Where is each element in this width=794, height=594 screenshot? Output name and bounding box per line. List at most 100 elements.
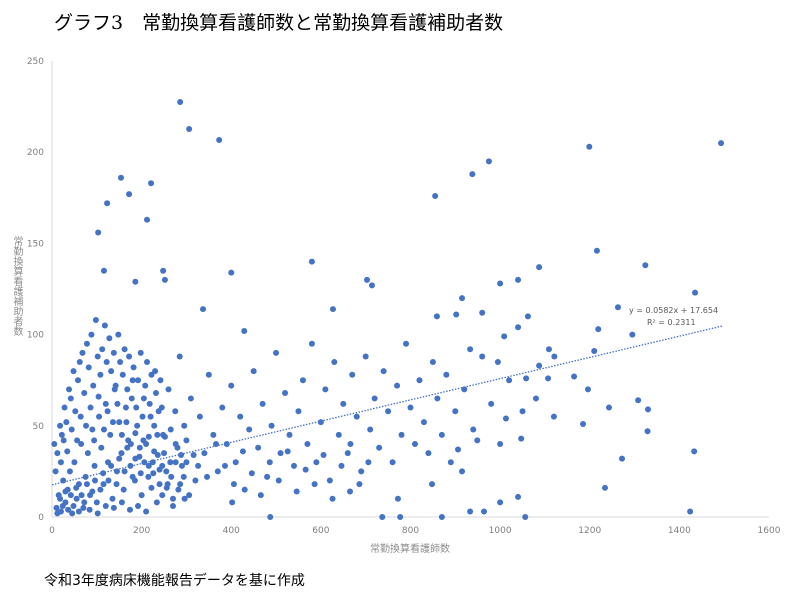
- data-point: [145, 473, 152, 480]
- data-point: [205, 371, 212, 378]
- data-point: [394, 382, 401, 389]
- y-tick-label: 100: [27, 331, 44, 341]
- y-tick-label: 0: [38, 513, 44, 523]
- data-point: [329, 495, 336, 502]
- data-point: [459, 295, 466, 302]
- data-point: [161, 276, 168, 283]
- data-point: [429, 358, 436, 365]
- data-point: [120, 486, 127, 493]
- data-point: [255, 444, 262, 451]
- data-point: [248, 470, 255, 477]
- data-point: [167, 426, 174, 433]
- data-point: [126, 353, 133, 360]
- data-point: [175, 486, 182, 493]
- y-axis-label: 常勤換算看護補助者数: [11, 236, 22, 336]
- data-point: [536, 362, 543, 369]
- data-point: [118, 174, 125, 181]
- data-point: [121, 468, 128, 475]
- data-point: [629, 331, 636, 338]
- data-point: [98, 444, 105, 451]
- data-point: [124, 386, 131, 393]
- data-point: [438, 431, 445, 438]
- data-point: [308, 258, 315, 265]
- data-point: [127, 441, 134, 448]
- data-point: [313, 459, 320, 466]
- data-point: [353, 413, 360, 420]
- data-point: [148, 371, 155, 378]
- data-point: [237, 413, 244, 420]
- data-point: [71, 459, 78, 466]
- data-point: [110, 349, 117, 356]
- data-point: [691, 448, 698, 455]
- data-point: [376, 444, 383, 451]
- data-point: [122, 404, 129, 411]
- data-point: [219, 404, 226, 411]
- data-point: [77, 413, 84, 420]
- data-point: [584, 386, 591, 393]
- data-point: [718, 140, 725, 147]
- data-point: [545, 375, 552, 382]
- data-point: [347, 488, 354, 495]
- data-point: [501, 333, 508, 340]
- data-point: [150, 470, 157, 477]
- data-point: [488, 400, 495, 407]
- data-point: [614, 304, 621, 311]
- data-point: [139, 413, 146, 420]
- data-point: [362, 353, 369, 360]
- data-point: [216, 136, 223, 143]
- y-tick-label: 200: [27, 148, 44, 158]
- data-point: [398, 431, 405, 438]
- data-point: [169, 495, 176, 502]
- data-point: [85, 364, 92, 371]
- data-point: [172, 441, 179, 448]
- data-point: [601, 484, 608, 491]
- x-tick-label: 1000: [489, 526, 512, 536]
- data-point: [183, 459, 190, 466]
- x-tick-label: 1600: [758, 526, 781, 536]
- data-point: [230, 481, 237, 488]
- data-point: [163, 484, 170, 491]
- data-point: [187, 395, 194, 402]
- data-point: [645, 406, 652, 413]
- data-point: [64, 448, 71, 455]
- data-point: [58, 431, 65, 438]
- data-point: [83, 481, 90, 488]
- data-point: [129, 473, 136, 480]
- data-point: [84, 450, 91, 457]
- data-point: [105, 477, 112, 484]
- data-point: [126, 191, 133, 198]
- data-point: [416, 377, 423, 384]
- data-point: [116, 455, 123, 462]
- data-point: [72, 408, 79, 415]
- data-point: [204, 473, 211, 480]
- data-point: [322, 386, 329, 393]
- data-point: [132, 455, 139, 462]
- data-point: [86, 506, 93, 513]
- data-point: [112, 382, 119, 389]
- data-point: [161, 450, 168, 457]
- data-point: [97, 371, 104, 378]
- data-point: [257, 492, 264, 499]
- data-point: [479, 353, 486, 360]
- data-point: [121, 346, 128, 353]
- data-point: [91, 437, 98, 444]
- data-point: [195, 462, 202, 469]
- data-point: [157, 377, 164, 384]
- data-point: [81, 499, 88, 506]
- x-tick-label: 200: [133, 526, 150, 536]
- data-point: [114, 400, 121, 407]
- data-point: [108, 462, 115, 469]
- data-point: [140, 437, 147, 444]
- data-point: [155, 408, 162, 415]
- data-point: [273, 349, 280, 356]
- data-point: [140, 395, 147, 402]
- data-point: [74, 437, 81, 444]
- data-point: [228, 269, 235, 276]
- data-point: [147, 413, 154, 420]
- data-point: [452, 408, 459, 415]
- data-point: [116, 419, 123, 426]
- data-point: [687, 508, 694, 515]
- data-point: [311, 481, 318, 488]
- data-point: [200, 306, 207, 313]
- data-point: [494, 358, 501, 365]
